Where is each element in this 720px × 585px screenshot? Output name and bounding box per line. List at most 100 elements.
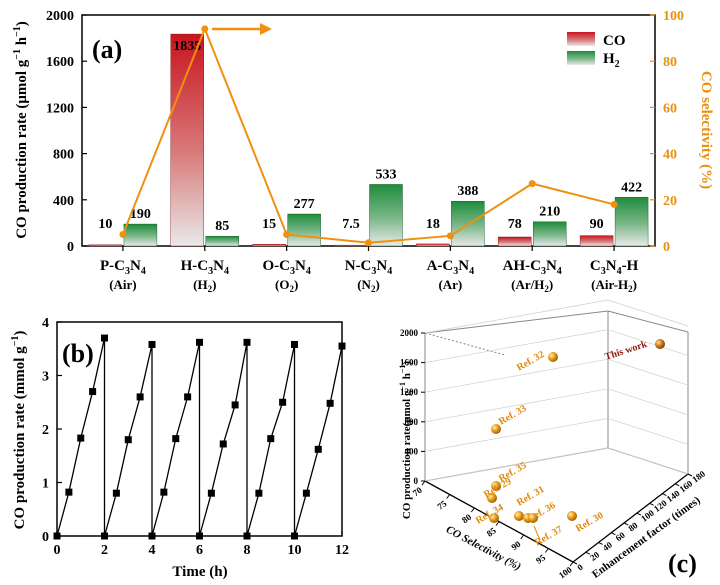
legend: CO H2 bbox=[567, 32, 626, 70]
panel-b-point bbox=[291, 532, 298, 540]
panel-c-ztick-label: 1600 bbox=[400, 358, 419, 368]
panel-c-zlabel: CO production rate(μmol g−1 h−1) bbox=[398, 361, 413, 520]
panel-c-point bbox=[491, 424, 501, 434]
bar-co-label: 7.5 bbox=[342, 217, 360, 232]
bar-co bbox=[498, 236, 532, 247]
panel-c-ytick-mark bbox=[674, 483, 680, 487]
panel-b-point bbox=[231, 401, 239, 409]
panel-c-grid-line bbox=[424, 299, 609, 334]
panel-c-ytick-label: 40 bbox=[601, 539, 615, 553]
panel-c-xtick-label: 100 bbox=[557, 564, 574, 580]
panel-c-point bbox=[491, 481, 501, 491]
bar-co bbox=[579, 235, 614, 247]
panel-a: (a) 0 400 800 1200 1600 2000 0 20 40 60 80 100 10 1… bbox=[12, 9, 714, 294]
panel-b-point bbox=[267, 435, 275, 443]
panel-c-ytick-label: 20 bbox=[588, 549, 602, 563]
panel-b-xtick-label: 2 bbox=[101, 543, 108, 558]
panel-b-xtick-label: 10 bbox=[288, 543, 302, 558]
bar-h2 bbox=[287, 213, 321, 247]
panel-b-point bbox=[160, 488, 168, 496]
panel-b-point bbox=[279, 398, 287, 406]
panel-c-point-label: Ref. 37 bbox=[533, 524, 564, 549]
panel-b-point bbox=[314, 445, 322, 453]
panel-c-label: (c) bbox=[668, 549, 697, 578]
bar-h2-label: 190 bbox=[130, 207, 151, 222]
panel-b-xtick-label: 0 bbox=[54, 543, 61, 558]
panel-c-xtick-label: 80 bbox=[460, 512, 474, 526]
panel-a-ytick-label: 0 bbox=[67, 240, 74, 255]
panel-c-ytick-label: 0 bbox=[575, 562, 585, 573]
panel-c-point-label: Ref. 33 bbox=[497, 403, 528, 428]
selectivity-point bbox=[201, 25, 209, 33]
panel-b-point bbox=[184, 393, 192, 401]
panel-a-condition-label: (Air-H2) bbox=[591, 277, 637, 294]
legend-swatch-h2 bbox=[567, 51, 595, 65]
panel-b-point bbox=[326, 399, 334, 407]
panel-b-point bbox=[65, 488, 73, 496]
panel-b-xtick-label: 8 bbox=[244, 543, 251, 558]
panel-c-xtick-mark bbox=[544, 548, 549, 553]
panel-c-ztick-label: 800 bbox=[405, 417, 419, 427]
panel-b-ytick-label: 0 bbox=[42, 530, 49, 545]
panel-c-point bbox=[567, 511, 577, 521]
panel-a-y2tick-label: 100 bbox=[663, 9, 684, 24]
panel-b-xtick-label: 6 bbox=[196, 543, 203, 558]
panel-c-xtick-label: 75 bbox=[435, 498, 449, 512]
panel-b-point bbox=[196, 338, 203, 346]
bar-co-label: 18 bbox=[426, 217, 440, 232]
panel-a-category-label: P-C3N4 bbox=[100, 258, 146, 277]
panel-b-point bbox=[291, 340, 298, 348]
panel-b-point bbox=[338, 342, 346, 350]
panel-c-xtick-mark bbox=[446, 494, 451, 499]
panel-a-condition-label: (H2) bbox=[193, 277, 216, 294]
panel-c-ztick-label: 2000 bbox=[400, 328, 419, 338]
panel-c-point bbox=[514, 511, 524, 521]
selectivity-point bbox=[610, 200, 618, 208]
panel-b-point bbox=[112, 489, 120, 497]
selectivity-point bbox=[365, 239, 372, 247]
panel-a-condition-label: (Ar) bbox=[438, 277, 462, 292]
panel-b-point bbox=[101, 532, 108, 540]
panel-a-ytick-label: 2000 bbox=[46, 9, 74, 24]
panel-a-condition-label: (N2) bbox=[357, 277, 380, 294]
panel-b-point bbox=[172, 435, 180, 443]
bar-h2-label: 533 bbox=[376, 167, 397, 182]
panel-b-ytick-label: 4 bbox=[42, 316, 49, 331]
panel-b-point bbox=[255, 489, 263, 497]
panel-c-point bbox=[548, 352, 558, 362]
bar-co bbox=[88, 244, 123, 247]
panel-b-point bbox=[196, 532, 203, 540]
panel-c-grid-line bbox=[607, 388, 689, 416]
panel-a-ytick-label: 800 bbox=[53, 148, 74, 163]
panel-c-ytick-mark bbox=[585, 551, 591, 555]
panel-c-xtick-label: 95 bbox=[534, 552, 548, 566]
panel-a-condition-label: (Air) bbox=[109, 277, 136, 292]
panel-c-ztick-label: 1200 bbox=[400, 387, 419, 397]
bar-h2 bbox=[533, 221, 567, 247]
legend-label-co: CO bbox=[603, 33, 626, 49]
panel-b-point bbox=[77, 434, 85, 442]
panel-c-grid-line bbox=[424, 447, 609, 482]
panel-c-xtick-mark bbox=[470, 507, 475, 513]
panel-b-point bbox=[124, 436, 132, 444]
legend-swatch-co bbox=[567, 32, 595, 46]
panel-b-point bbox=[207, 489, 215, 497]
panel-b-point bbox=[53, 532, 61, 540]
bar-co-label: 1835 bbox=[173, 39, 201, 54]
bar-co bbox=[334, 244, 368, 247]
panel-c-ytick-mark bbox=[636, 512, 642, 516]
panel-c-ytick-mark bbox=[572, 561, 578, 565]
bar-h2 bbox=[123, 223, 158, 247]
panel-c-ytick-label: 180 bbox=[690, 468, 707, 484]
bar-h2-label: 422 bbox=[621, 180, 642, 195]
panel-b-xtick-label: 4 bbox=[149, 543, 156, 558]
bar-co bbox=[416, 243, 450, 247]
bar-h2 bbox=[369, 184, 403, 247]
panel-b-ylabel: CO production rate (mmol g−1) bbox=[10, 331, 28, 530]
panel-b-point bbox=[243, 532, 251, 540]
panel-c-xlabel: CO Selectivity (%) bbox=[444, 524, 523, 574]
panel-c-ytick-mark bbox=[598, 541, 603, 545]
panel-b-xtick-label: 12 bbox=[335, 543, 349, 558]
bar-h2-label: 388 bbox=[457, 184, 478, 199]
